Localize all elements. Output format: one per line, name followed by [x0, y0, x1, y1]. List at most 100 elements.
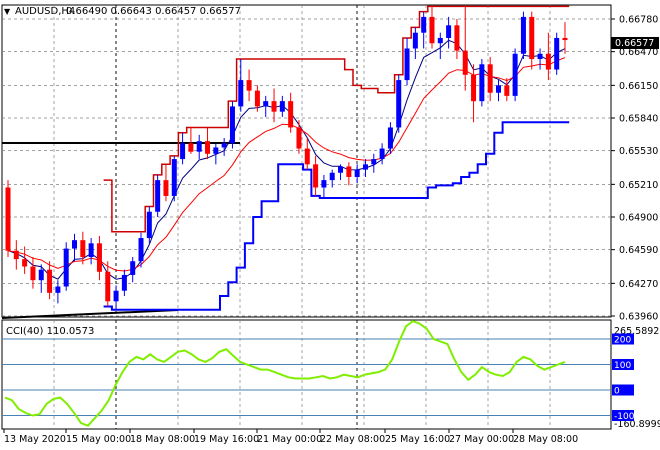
candle-body	[512, 53, 518, 96]
candle-body	[304, 148, 310, 165]
time-label: 21 May 00:00	[257, 434, 322, 445]
candle-body	[545, 53, 551, 70]
candle-body	[437, 37, 443, 44]
candle-body	[80, 240, 86, 258]
candle-body	[30, 266, 36, 281]
price-tick-label: 0.65840	[619, 114, 658, 125]
candle-body	[504, 85, 510, 96]
candle-body	[196, 141, 202, 152]
candle-body	[105, 271, 111, 302]
candles	[5, 6, 568, 310]
candle-body	[321, 180, 327, 188]
candle-body	[412, 32, 418, 49]
candle-body	[63, 248, 69, 287]
candle-body	[520, 16, 526, 54]
candle-body	[487, 64, 493, 93]
time-label: 15 May 00:00	[66, 434, 131, 445]
time-label: 28 May 08:00	[513, 434, 578, 445]
cci-level-box	[612, 333, 634, 345]
price-tick-label: 0.65530	[619, 146, 658, 157]
candle-body	[138, 238, 144, 262]
time-label: 19 May 16:00	[194, 434, 259, 445]
candle-body	[221, 143, 227, 148]
candle-body	[379, 148, 385, 160]
candle-body	[155, 180, 161, 212]
candle-body	[396, 80, 402, 128]
time-label: 25 May 16:00	[385, 434, 450, 445]
candle-body	[121, 274, 127, 291]
candle-body	[479, 64, 485, 102]
price-panel[interactable]	[1, 4, 612, 318]
candle-body	[429, 16, 435, 44]
candle-body	[263, 101, 269, 107]
candle-body	[404, 48, 410, 81]
cci-label: CCI(40) 110.0573	[6, 326, 94, 337]
time-label: 27 May 00:00	[449, 434, 514, 445]
cci-level-box	[612, 359, 634, 370]
price-tick-label: 0.66470	[619, 47, 658, 58]
cci-axis-bottom: -160.8999	[614, 419, 660, 430]
candle-body	[387, 127, 393, 149]
candle-body	[354, 169, 360, 177]
candle-body	[96, 243, 102, 272]
candle-body	[205, 141, 211, 154]
cci-panel[interactable]	[1, 319, 612, 430]
cci-line	[4, 319, 566, 427]
candle-body	[554, 37, 560, 70]
ohlc-readout: 0.66490 0.66643 0.66457 0.66577	[66, 6, 241, 17]
candle-body	[5, 187, 11, 251]
time-label: 22 May 08:00	[320, 434, 385, 445]
candle-body	[288, 101, 294, 128]
cci-levels: 200 100 0 -100	[2, 333, 635, 422]
cci-level-box	[612, 410, 634, 421]
price-grid	[2, 5, 611, 317]
candle-body	[171, 159, 177, 196]
candle-body	[338, 166, 344, 173]
candle-body	[72, 240, 78, 249]
time-label: 18 May 08:00	[130, 434, 195, 445]
candle-body	[229, 106, 235, 144]
candle-body	[329, 172, 335, 181]
candle-body	[371, 159, 377, 165]
candle-body	[562, 37, 568, 41]
candle-body	[163, 180, 169, 196]
candle-body	[88, 243, 94, 258]
candle-body	[313, 164, 319, 188]
candle-body	[22, 259, 28, 267]
price-tick-label: 0.65210	[619, 180, 658, 191]
candle-body	[38, 269, 44, 281]
cci-level-label: -100	[614, 412, 635, 422]
candle-body	[238, 80, 244, 107]
channel-lower-line	[103, 121, 570, 311]
candle-body	[446, 25, 452, 38]
candle-body	[254, 90, 260, 107]
menu-arrow-icon[interactable]: ▼	[4, 7, 11, 16]
current-price-box	[611, 37, 659, 49]
candle-body	[213, 147, 219, 154]
channel-upper-line	[103, 5, 570, 233]
candle-body	[362, 164, 368, 170]
candle-body	[130, 261, 136, 275]
price-tick-label: 0.64270	[619, 279, 658, 290]
trend-line[interactable]	[1, 309, 179, 319]
price-axis: 0.66780 0.66470 0.66150 0.65840 0.65530 0.652…	[611, 15, 658, 323]
candle-body	[246, 80, 252, 91]
price-tick-label: 0.64590	[619, 245, 658, 256]
price-tick-label: 0.64900	[619, 213, 658, 224]
candle-body	[529, 16, 535, 60]
candle-body	[279, 101, 285, 112]
candle-body	[47, 269, 53, 293]
cci-level-label: 0	[614, 387, 620, 397]
candle-body	[55, 286, 61, 293]
candle-body	[471, 74, 477, 102]
price-tick-label: 0.63960	[619, 312, 658, 323]
price-tick-label: 0.66150	[619, 81, 658, 92]
candle-body	[462, 50, 468, 75]
candle-body	[537, 53, 543, 60]
candle-body	[495, 85, 501, 93]
candle-body	[454, 25, 460, 51]
symbol-label: AUDUSD,H4	[15, 6, 75, 17]
candle-body	[113, 290, 119, 302]
